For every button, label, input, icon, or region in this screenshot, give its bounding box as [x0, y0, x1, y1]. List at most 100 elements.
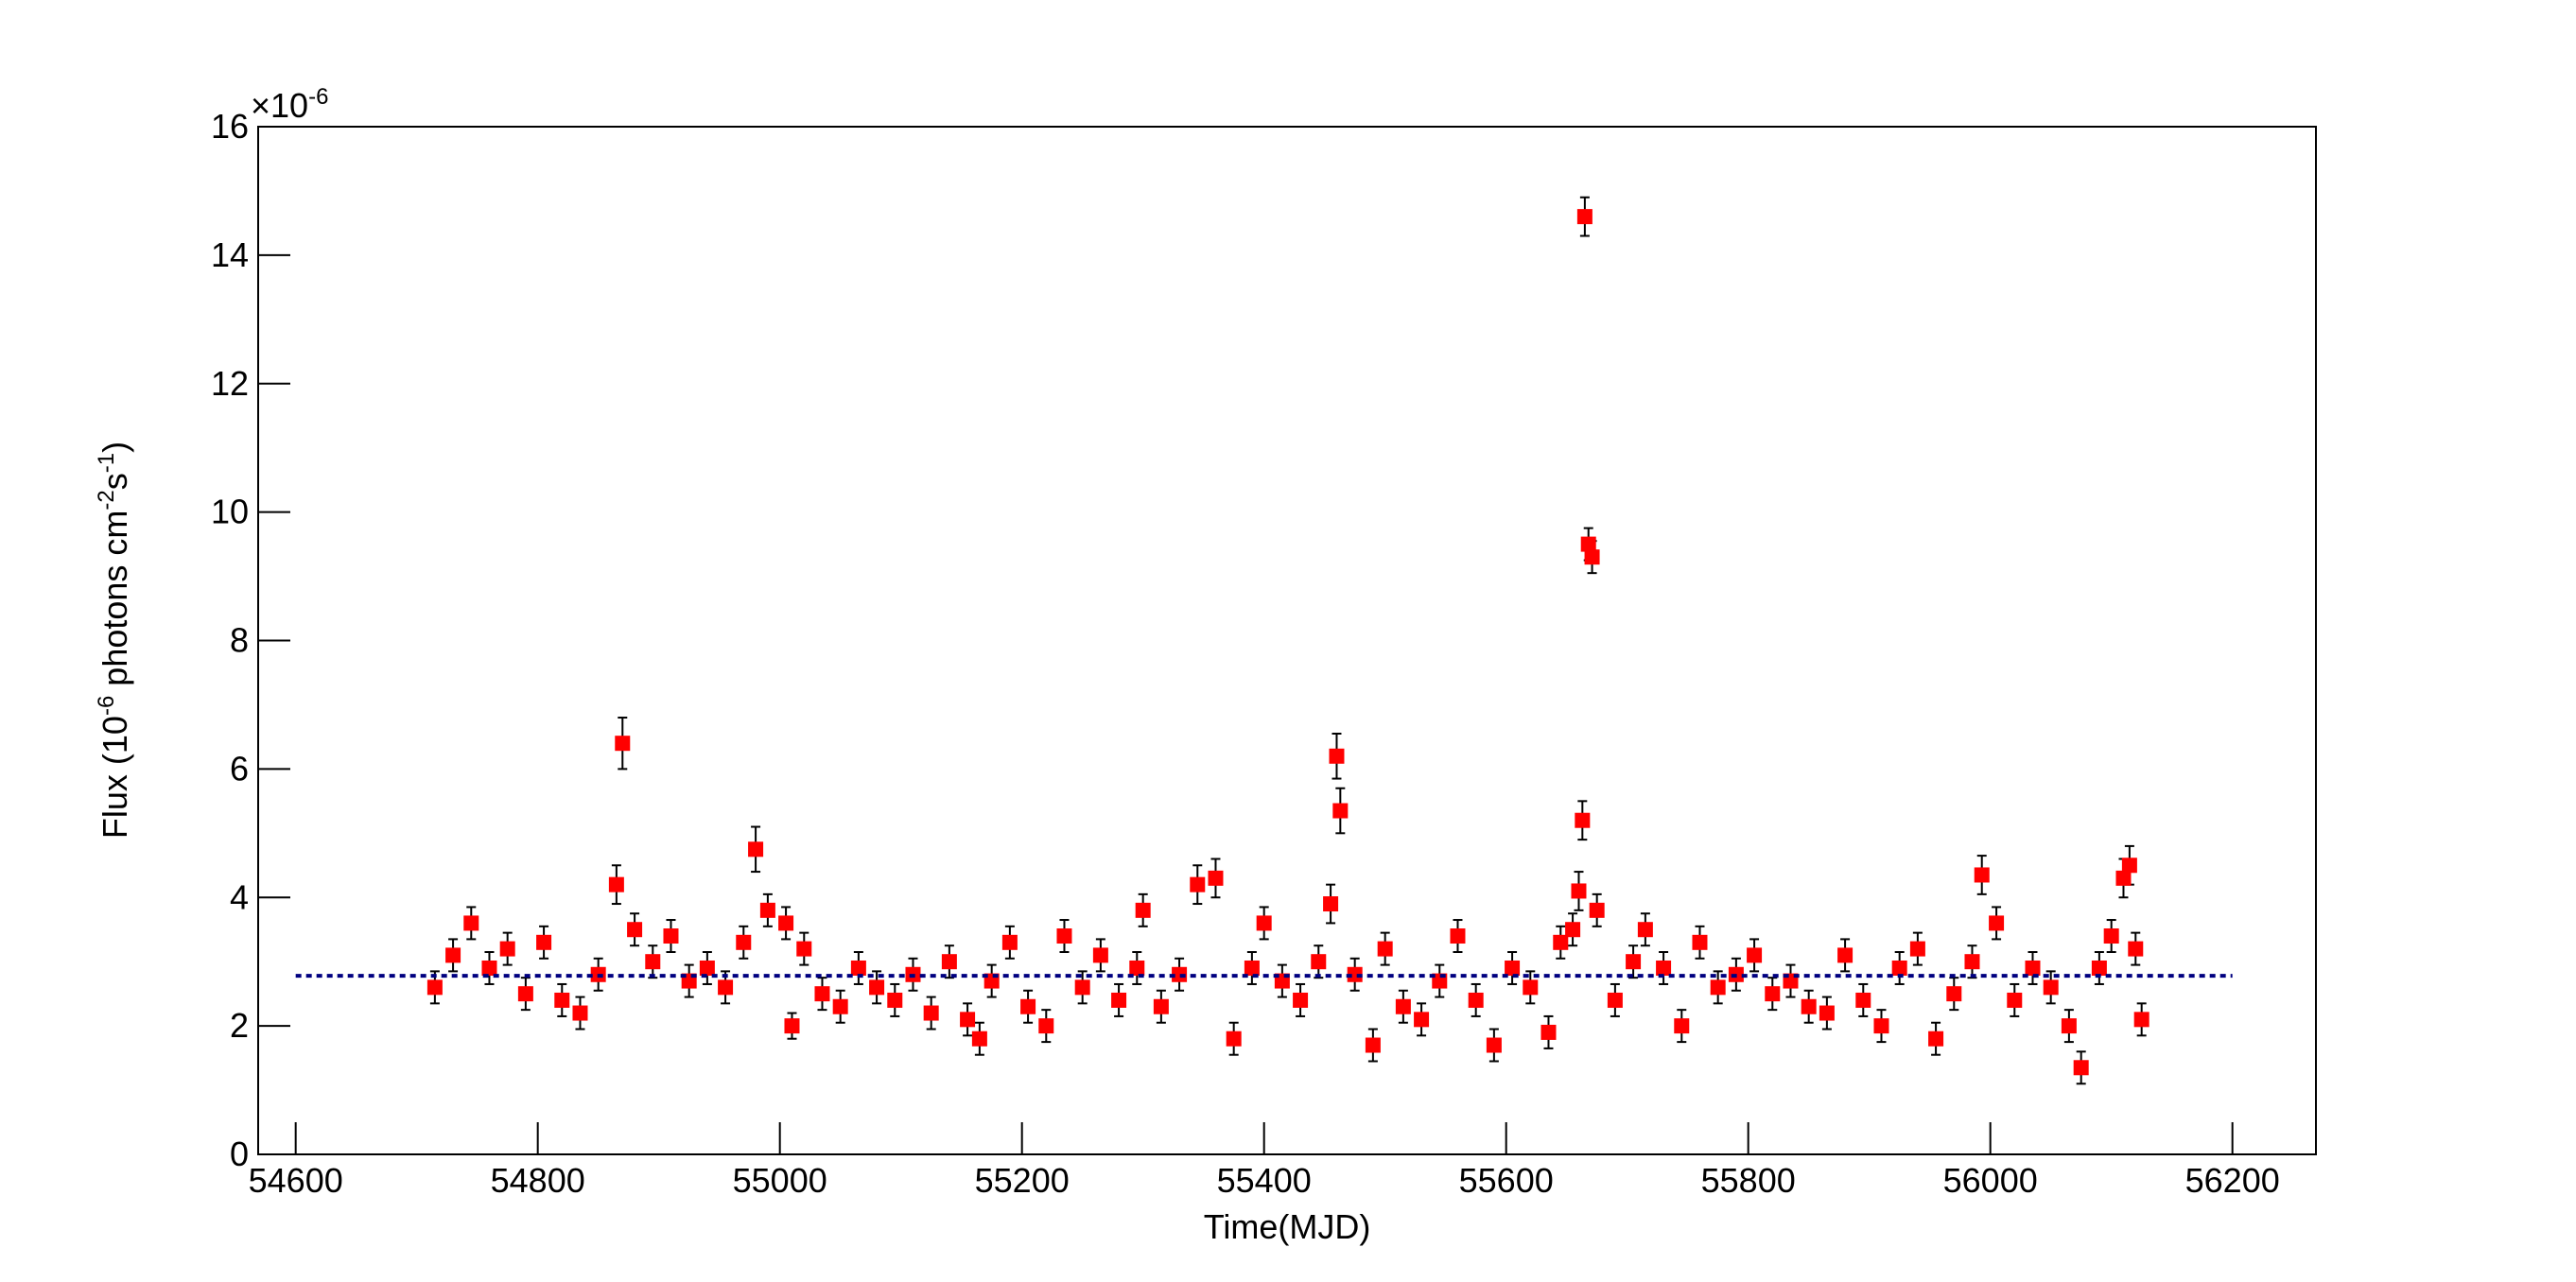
data-point	[2007, 992, 2023, 1008]
superscript: -6	[308, 84, 328, 110]
data-point	[2043, 979, 2059, 996]
data-point	[1135, 902, 1151, 918]
data-point	[1576, 209, 1593, 225]
data-point	[2061, 1018, 2077, 1034]
data-point	[971, 1031, 987, 1047]
data-point	[1347, 966, 1363, 982]
data-point	[1226, 1031, 1242, 1047]
data-point	[1819, 1005, 1835, 1021]
data-point	[1580, 536, 1596, 552]
data-point	[1692, 934, 1708, 950]
data-point	[2115, 870, 2132, 886]
x-tick-label: 54800	[491, 1161, 585, 1200]
data-point	[2025, 960, 2041, 976]
data-point	[736, 934, 752, 950]
data-point	[1607, 992, 1623, 1008]
data-point	[814, 986, 830, 1002]
superscript: -2	[94, 490, 119, 510]
data-point	[1172, 966, 1188, 982]
x-tick-label: 54600	[249, 1161, 343, 1200]
data-point	[1377, 941, 1393, 957]
data-point	[1111, 992, 1127, 1008]
y-tick-label: 0	[230, 1135, 249, 1173]
data-point	[923, 1005, 939, 1021]
y-tick-label: 8	[230, 621, 249, 660]
data-point	[1020, 998, 1036, 1014]
x-tick-label: 55000	[733, 1161, 827, 1200]
x-tick-label: 56000	[1943, 1161, 2038, 1200]
data-point	[1540, 1024, 1557, 1040]
y-tick-label: 16	[211, 107, 249, 146]
data-point	[1553, 934, 1569, 950]
y-multiplier: ×10-6	[251, 84, 328, 125]
data-point	[1293, 992, 1309, 1008]
data-point	[887, 992, 903, 1008]
data-point	[1801, 998, 1817, 1014]
data-point	[1092, 947, 1108, 963]
data-point	[1450, 928, 1466, 944]
data-point	[1674, 1018, 1690, 1034]
data-point	[960, 1012, 976, 1028]
y-tick-label: 4	[230, 877, 249, 916]
x-tick-label: 56200	[2185, 1161, 2280, 1200]
data-point	[699, 960, 715, 976]
data-point	[1074, 979, 1090, 996]
data-point	[499, 941, 515, 957]
data-point	[2091, 960, 2107, 976]
data-point	[1637, 922, 1653, 938]
label-part: ×10	[251, 86, 308, 125]
data-point	[1329, 748, 1345, 764]
data-point	[1747, 947, 1763, 963]
data-point	[627, 922, 643, 938]
y-tick-label: 12	[211, 364, 249, 403]
data-point	[1001, 934, 1018, 950]
x-axis-label: Time(MJD)	[1204, 1207, 1371, 1246]
data-point	[1153, 998, 1169, 1014]
data-point	[1710, 979, 1726, 996]
data-point	[1208, 870, 1224, 886]
data-point	[748, 841, 764, 858]
y-axis-label: Flux (10-6 photons cm-2s-1)	[94, 442, 134, 839]
data-point	[1332, 803, 1349, 819]
data-point	[1038, 1018, 1054, 1034]
data-point	[517, 986, 533, 1002]
data-point	[1891, 960, 1907, 976]
data-point	[1928, 1031, 1944, 1047]
label-part: Flux (10	[96, 716, 134, 839]
data-point	[1855, 992, 1871, 1008]
data-point	[2128, 941, 2144, 957]
data-point	[1974, 867, 1990, 883]
data-point	[2133, 1012, 2150, 1028]
data-point	[554, 992, 570, 1008]
data-point	[1571, 883, 1587, 899]
x-tick-label: 55200	[975, 1161, 1070, 1200]
data-point	[1523, 979, 1539, 996]
data-point	[1505, 960, 1521, 976]
data-point	[850, 960, 866, 976]
y-tick-label: 6	[230, 749, 249, 788]
data-point	[536, 934, 552, 950]
data-point	[2121, 858, 2137, 874]
data-point	[1989, 915, 2005, 931]
x-tick-label: 55600	[1459, 1161, 1554, 1200]
data-point	[608, 876, 624, 892]
x-tick-label: 55800	[1701, 1161, 1796, 1200]
y-tick-label: 2	[230, 1006, 249, 1045]
label-part: )	[96, 442, 134, 453]
y-tick-label: 10	[211, 493, 249, 531]
data-point	[759, 902, 775, 918]
superscript: -1	[94, 453, 119, 473]
data-point	[1056, 928, 1072, 944]
data-point	[778, 915, 794, 931]
data-point	[1311, 954, 1327, 970]
data-point	[1946, 986, 1962, 1002]
data-point	[1565, 922, 1581, 938]
label-part: s	[96, 473, 134, 490]
data-point	[1584, 549, 1600, 565]
data-point	[1837, 947, 1854, 963]
data-point	[663, 928, 679, 944]
data-point	[1873, 1018, 1889, 1034]
data-point	[1395, 998, 1411, 1014]
data-point	[2073, 1060, 2089, 1076]
